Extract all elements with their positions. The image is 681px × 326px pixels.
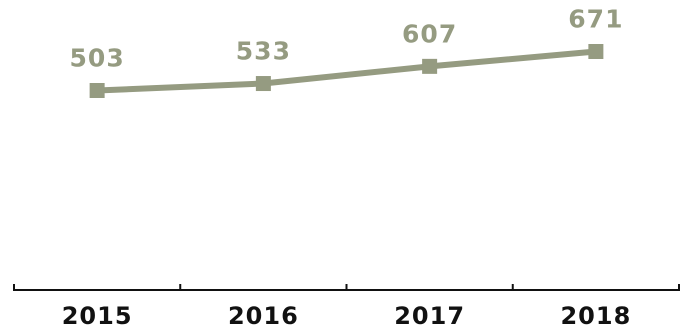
marker-group xyxy=(89,44,604,98)
x-tick-label-group: 2015 2016 2017 2018 xyxy=(62,302,631,326)
data-label: 671 xyxy=(568,5,623,34)
series-line xyxy=(96,48,597,94)
data-label: 607 xyxy=(402,19,457,48)
data-label: 533 xyxy=(236,37,291,66)
x-tick-label: 2016 xyxy=(228,302,299,326)
data-point-marker xyxy=(422,58,438,74)
data-point-marker xyxy=(255,76,271,92)
data-label: 503 xyxy=(70,44,125,73)
x-tick-label: 2015 xyxy=(62,302,133,326)
series-line-group xyxy=(96,48,597,94)
data-label-group: 503 533 607 671 xyxy=(70,5,623,73)
x-tick-label: 2018 xyxy=(560,302,631,326)
data-point-marker xyxy=(588,44,604,59)
data-point-marker xyxy=(89,83,105,98)
x-tick-label: 2017 xyxy=(394,302,465,326)
x-axis xyxy=(13,284,680,291)
